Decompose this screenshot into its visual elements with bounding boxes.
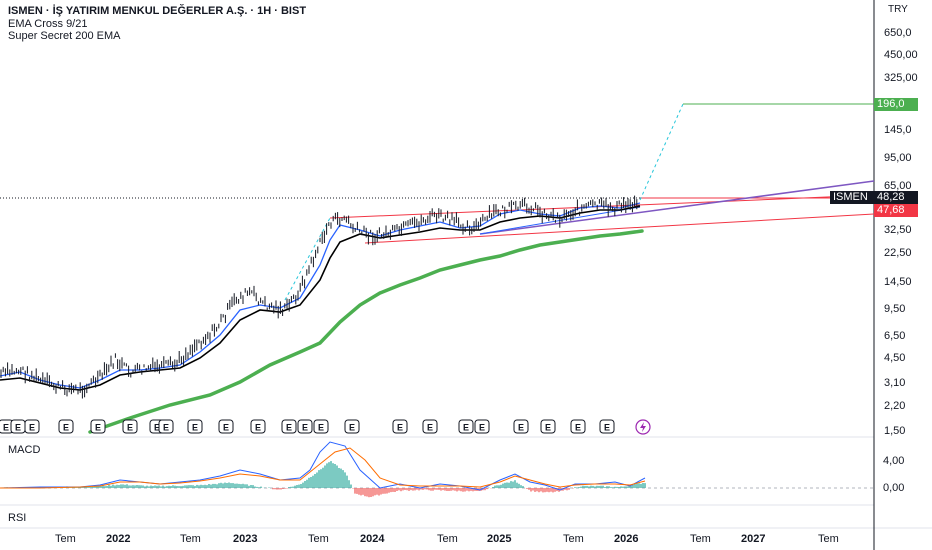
price-scale-label: 32,50 <box>884 224 912 236</box>
time-axis-label: Tem <box>55 533 76 545</box>
earnings-marker-label: E <box>29 423 35 433</box>
time-axis-label: Tem <box>308 533 329 545</box>
earnings-marker[interactable]: E <box>297 419 313 434</box>
earnings-marker[interactable]: E <box>570 419 586 434</box>
earnings-marker-label: E <box>255 423 261 433</box>
earnings-marker-label: E <box>127 423 133 433</box>
macd-histogram <box>0 461 646 498</box>
trend-purple-line <box>479 180 875 235</box>
earnings-marker[interactable]: E <box>122 419 138 434</box>
earnings-marker-label: E <box>286 423 292 433</box>
price-scale-label: 145,0 <box>884 124 912 136</box>
price-scale-label: 6,50 <box>884 330 906 342</box>
earnings-marker[interactable]: E <box>313 419 329 434</box>
projection-line-2 <box>639 103 684 201</box>
earnings-marker[interactable]: E <box>218 419 234 434</box>
currency-label[interactable]: TRY <box>888 4 908 15</box>
time-axis-label: 2022 <box>106 533 131 545</box>
time-axis-label: 2026 <box>614 533 639 545</box>
macd-scale-top: 4,00 <box>883 455 905 467</box>
ema200-indicator-label[interactable]: Super Secret 200 EMA <box>8 30 121 42</box>
earnings-marker[interactable]: E <box>281 419 297 434</box>
symbol-tag: ISMEN <box>830 191 874 204</box>
earnings-marker-label: E <box>302 423 308 433</box>
earnings-marker[interactable]: E <box>392 419 408 434</box>
time-axis-label: Tem <box>690 533 711 545</box>
earnings-marker[interactable]: E <box>599 419 615 434</box>
projection-line-1 <box>284 217 331 301</box>
price-scale-label: 650,0 <box>884 27 912 39</box>
earnings-marker-label: E <box>15 423 21 433</box>
earnings-marker-label: E <box>518 423 524 433</box>
ema-fast-line <box>0 202 641 389</box>
earnings-marker-label: E <box>192 423 198 433</box>
time-axis-label: Tem <box>818 533 839 545</box>
time-axis-label: Tem <box>180 533 201 545</box>
earnings-marker-label: E <box>479 423 485 433</box>
earnings-marker[interactable]: E <box>513 419 529 434</box>
earnings-marker[interactable]: E <box>187 419 203 434</box>
earnings-marker[interactable]: E <box>58 419 74 434</box>
signal-line <box>0 447 646 489</box>
price-scale-label: 3,10 <box>884 377 906 389</box>
ema-cross-indicator-label[interactable]: EMA Cross 9/21 <box>8 18 88 30</box>
earnings-marker-label: E <box>154 423 160 433</box>
price-scale-label: 14,50 <box>884 276 912 288</box>
earnings-marker-label: E <box>349 423 355 433</box>
time-axis-label: 2024 <box>360 533 385 545</box>
price-scale-label: 9,50 <box>884 303 906 315</box>
ema-slow-line <box>0 205 641 391</box>
earnings-marker-label: E <box>463 423 469 433</box>
rsi-pane-label[interactable]: RSI <box>8 512 27 524</box>
candles-group <box>0 195 640 399</box>
earnings-marker-label: E <box>397 423 403 433</box>
lightning-icon[interactable] <box>635 419 651 435</box>
earnings-marker-label: E <box>95 423 101 433</box>
earnings-marker-label: E <box>575 423 581 433</box>
earnings-marker-label: E <box>63 423 69 433</box>
earnings-marker-label: E <box>163 423 169 433</box>
time-axis-label: 2023 <box>233 533 258 545</box>
earnings-marker-label: E <box>3 423 9 433</box>
channel-bottom-line <box>364 213 875 244</box>
earnings-marker[interactable]: E <box>158 419 174 434</box>
price-scale-label: 95,00 <box>884 152 912 164</box>
chart-title: ISMEN · İŞ YATIRIM MENKUL DEĞERLER A.Ş. … <box>8 5 307 17</box>
price-scale-label: 1,50 <box>884 425 906 437</box>
price-scale-label: 2,20 <box>884 400 906 412</box>
earnings-marker-label: E <box>545 423 551 433</box>
earnings-marker[interactable]: E <box>250 419 266 434</box>
earnings-marker[interactable]: E <box>344 419 360 434</box>
time-axis-label: 2025 <box>487 533 512 545</box>
macd-scale-zero: 0,00 <box>883 482 905 494</box>
earnings-marker-label: E <box>427 423 433 433</box>
price-scale-label: 325,00 <box>884 72 918 84</box>
last-price-tag: 48,28 <box>874 191 918 204</box>
earnings-marker-label: E <box>223 423 229 433</box>
earnings-marker[interactable]: E <box>90 419 106 434</box>
time-axis-label: Tem <box>563 533 584 545</box>
time-axis-label: Tem <box>437 533 458 545</box>
time-axis-label: 2027 <box>741 533 766 545</box>
earnings-marker-label: E <box>604 423 610 433</box>
earnings-marker[interactable]: E <box>24 419 40 434</box>
level-price-tag: 47,68 <box>874 204 918 217</box>
earnings-marker[interactable]: E <box>540 419 556 434</box>
ema200-line <box>88 229 644 434</box>
price-scale-label: 450,00 <box>884 49 918 61</box>
earnings-marker-label: E <box>318 423 324 433</box>
price-scale-label: 4,50 <box>884 352 906 364</box>
price-scale-label: 65,00 <box>884 180 912 192</box>
earnings-marker[interactable]: E <box>474 419 490 434</box>
target-price-tag: 196,0 <box>874 98 918 111</box>
price-scale-label: 22,50 <box>884 247 912 259</box>
earnings-marker[interactable]: E <box>10 419 26 434</box>
earnings-marker[interactable]: E <box>422 419 438 434</box>
earnings-marker[interactable]: E <box>458 419 474 434</box>
macd-pane-label[interactable]: MACD <box>8 444 41 456</box>
